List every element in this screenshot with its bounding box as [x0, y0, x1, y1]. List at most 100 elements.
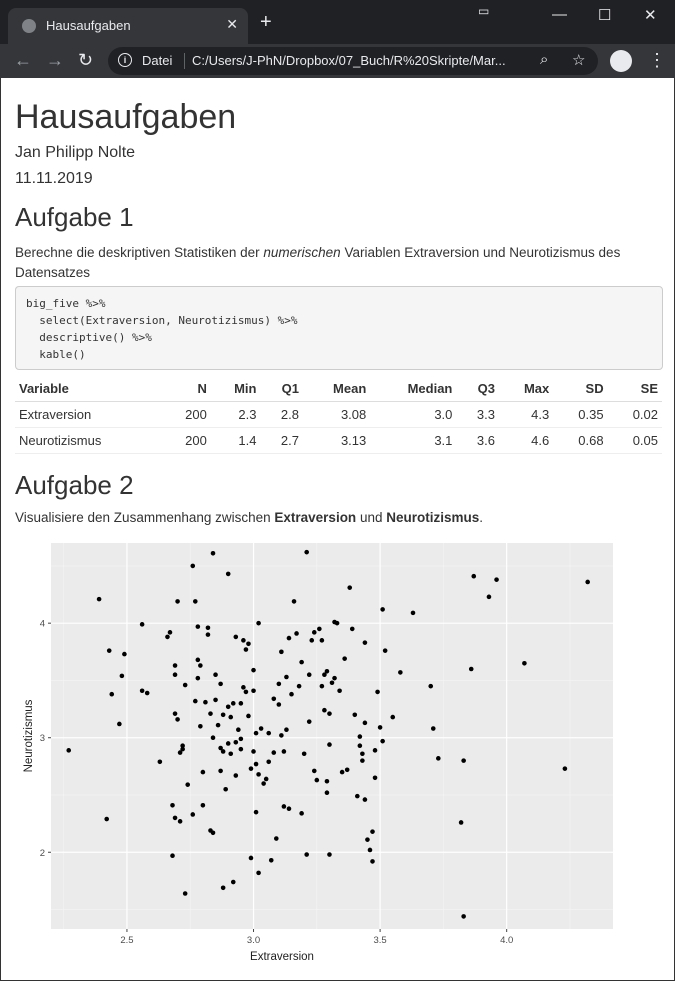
- table-cell: 2.3: [210, 401, 261, 428]
- date: 11.11.2019: [15, 170, 93, 187]
- data-point: [203, 699, 208, 705]
- data-point: [268, 857, 274, 863]
- address-prefix: Datei: [142, 53, 173, 68]
- info-icon[interactable]: i: [118, 53, 132, 67]
- table-cell: 200: [162, 401, 211, 428]
- browser-titlebar: Hausaufgaben ✕ + ▭ — ☐ ✕: [0, 0, 675, 44]
- data-point: [241, 685, 246, 690]
- data-point: [170, 853, 175, 858]
- data-point: [119, 673, 125, 679]
- bookmark-star-icon[interactable]: ☆: [572, 52, 586, 69]
- data-point: [327, 852, 332, 857]
- col-min: Min: [210, 376, 261, 402]
- data-point: [66, 748, 72, 753]
- data-point: [299, 659, 304, 665]
- data-point: [246, 641, 251, 647]
- maximize-button[interactable]: ☐: [598, 7, 612, 24]
- data-point: [430, 726, 436, 731]
- data-point: [230, 879, 236, 885]
- reload-icon[interactable]: ↻: [78, 50, 94, 70]
- data-point: [339, 769, 345, 775]
- data-point: [225, 704, 231, 710]
- data-point: [182, 682, 188, 688]
- data-point: [294, 631, 299, 636]
- data-point: [248, 855, 254, 861]
- browser-tab[interactable]: Hausaufgaben ✕: [8, 8, 248, 44]
- data-point: [494, 577, 499, 582]
- table-cell: 2.7: [260, 427, 303, 454]
- data-point: [218, 681, 223, 687]
- url-text[interactable]: C:/Users/J-PhN/Dropbox/07_Buch/R%20Skrip…: [192, 53, 506, 68]
- table-cell: 3.08: [303, 401, 371, 428]
- data-point: [311, 768, 317, 774]
- data-point: [172, 815, 178, 821]
- table-cell: 1.4: [210, 427, 261, 454]
- table-cell: 0.02: [607, 401, 662, 428]
- data-point: [213, 672, 218, 678]
- minimize-button[interactable]: —: [552, 6, 567, 23]
- data-point: [271, 696, 277, 702]
- data-point: [241, 638, 246, 643]
- data-point: [306, 672, 312, 678]
- data-point: [365, 837, 370, 842]
- data-point: [236, 727, 241, 733]
- data-point: [304, 852, 309, 857]
- back-arrow-icon[interactable]: ←: [14, 50, 32, 70]
- code-line: descriptive() %>%: [26, 331, 152, 344]
- col-n: N: [162, 376, 211, 402]
- table-cell: 0.68: [553, 427, 608, 454]
- zoom-search-icon[interactable]: ⌕: [540, 51, 549, 68]
- data-point: [266, 730, 272, 736]
- data-point: [380, 738, 385, 744]
- data-point: [334, 620, 340, 626]
- data-point: [200, 802, 206, 808]
- data-point: [263, 776, 269, 782]
- plot-panel: [51, 543, 613, 929]
- data-point: [296, 683, 302, 689]
- task2-heading: Aufgabe 2: [15, 470, 134, 500]
- cast-icon[interactable]: ▭: [478, 4, 490, 18]
- data-point: [327, 711, 332, 716]
- data-point: [327, 742, 332, 747]
- author: Jan Philipp Nolte: [15, 144, 136, 161]
- profile-avatar-icon[interactable]: [610, 50, 632, 72]
- data-point: [337, 688, 342, 694]
- data-point: [370, 859, 375, 864]
- data-point: [251, 688, 256, 694]
- data-point: [139, 622, 145, 627]
- data-point: [276, 702, 282, 707]
- data-point: [342, 656, 347, 661]
- forward-arrow-icon[interactable]: →: [46, 50, 64, 70]
- col-median: Median: [370, 376, 457, 402]
- new-tab-button[interactable]: +: [260, 11, 272, 33]
- data-point: [286, 635, 292, 641]
- y-axis-label: Neurotizismus: [23, 699, 35, 772]
- data-point: [238, 736, 244, 742]
- data-point: [205, 625, 211, 631]
- menu-kebab-icon[interactable]: ⋮: [648, 50, 666, 70]
- data-point: [271, 750, 277, 755]
- address-bar[interactable]: i Datei C:/Users/J-PhN/Dropbox/07_Buch/R…: [108, 47, 598, 75]
- data-point: [253, 761, 259, 767]
- data-point: [344, 767, 350, 773]
- data-point: [324, 668, 330, 674]
- data-point: [281, 804, 287, 809]
- data-point: [291, 599, 297, 604]
- window-close-button[interactable]: ✕: [644, 7, 657, 24]
- data-point: [360, 751, 365, 757]
- data-point: [248, 766, 254, 771]
- code-block: big_five %>% select(Extraversion, Neurot…: [15, 286, 663, 370]
- data-point: [372, 775, 378, 781]
- data-point: [375, 689, 380, 695]
- data-point: [157, 759, 163, 765]
- data-point: [218, 745, 223, 751]
- data-point: [458, 820, 464, 825]
- data-point: [279, 733, 284, 738]
- tab-close-icon[interactable]: ✕: [226, 16, 238, 32]
- data-point: [192, 599, 198, 604]
- data-point: [471, 573, 477, 579]
- data-point: [243, 689, 249, 695]
- data-point: [220, 885, 226, 891]
- data-point: [192, 698, 198, 704]
- data-point: [167, 630, 173, 635]
